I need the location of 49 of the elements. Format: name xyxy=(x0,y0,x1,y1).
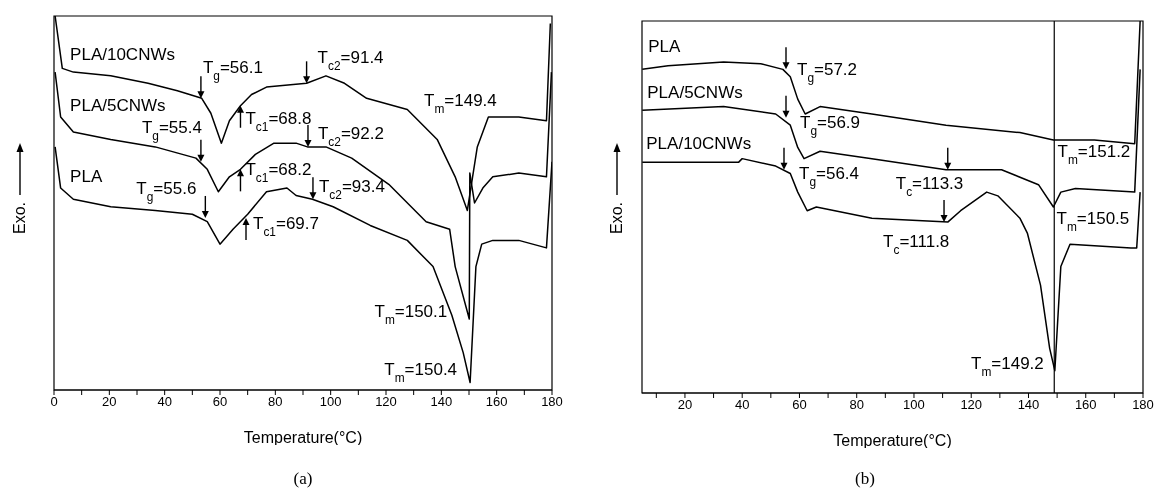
annotation: T$_{g}$=56.1 xyxy=(202,58,263,84)
x-tick-label: 100 xyxy=(903,397,925,413)
series-label: PLA xyxy=(70,166,103,186)
annotation: T$_{c2}$=93.4 xyxy=(318,177,385,203)
x-tick-label: 40 xyxy=(734,397,750,413)
annotation: T$_{g}$=57.2 xyxy=(797,60,858,86)
legend-label: PLA/10CNWs xyxy=(646,134,752,154)
annotation: T$_{c1}$=68.2 xyxy=(245,160,312,186)
annotation: T$_{m}$=149.4 xyxy=(424,91,497,116)
annotation: T$_{c2}$=92.2 xyxy=(317,123,384,149)
text: (b) xyxy=(855,469,875,488)
annotation: T$_{g}$=55.6 xyxy=(136,178,197,204)
x-tick-label: 180 xyxy=(1132,397,1154,413)
annotation: T$_{g}$=55.4 xyxy=(141,117,202,143)
x-tick-label: 0 xyxy=(50,394,58,410)
annotation: T$_{c}$=111.8 xyxy=(883,231,950,257)
text: (a) xyxy=(293,469,313,488)
annotation: T$_{m}$=149.2 xyxy=(971,353,1044,379)
x-tick-label: 60 xyxy=(212,394,228,410)
annotation: T$_{c1}$=68.8 xyxy=(245,108,312,134)
annotation: T$_{m}$=151.2 xyxy=(1057,142,1131,168)
x-tick-label: 120 xyxy=(960,397,983,413)
x-tick-label: 80 xyxy=(268,394,283,410)
x-tick-label: 20 xyxy=(102,394,117,410)
annotation: T$_{g}$=56.9 xyxy=(800,112,861,138)
x-tick-label: 180 xyxy=(541,394,563,410)
annotation: T$_{c1}$=69.7 xyxy=(253,213,319,239)
annotation: T$_{m}$=150.4 xyxy=(384,359,458,385)
annotation: T$_{c}$=113.3 xyxy=(895,173,964,199)
x-tick-label: 140 xyxy=(430,394,453,410)
x-tick-label: 160 xyxy=(485,394,508,410)
x-tick-label: 60 xyxy=(792,397,807,413)
x-tick-label: 100 xyxy=(319,394,342,410)
y-axis-title: Exo. xyxy=(11,202,28,235)
x-tick-label: 120 xyxy=(375,394,397,410)
series-label: PLA xyxy=(648,37,682,57)
annotation: T$_{m}$=150.5 xyxy=(1056,209,1130,234)
x-tick-label: 140 xyxy=(1017,397,1040,413)
annotation: T$_{g}$=56.4 xyxy=(799,163,860,189)
annotation: T$_{m}$=150.1 xyxy=(374,301,448,327)
series-label: PLA/5CNWs xyxy=(647,83,743,103)
series-label: PLA/10CNWs xyxy=(70,45,175,64)
x-tick-label: 20 xyxy=(677,397,693,413)
legend-label: PLA/5CNWs xyxy=(70,96,166,116)
annotation: T$_{c2}$=91.4 xyxy=(317,48,384,74)
x-tick-label: 80 xyxy=(849,397,864,413)
x-tick-label: 160 xyxy=(1074,397,1097,413)
x-tick-label: 40 xyxy=(157,394,172,410)
y-axis-title: Exo. xyxy=(608,202,625,235)
